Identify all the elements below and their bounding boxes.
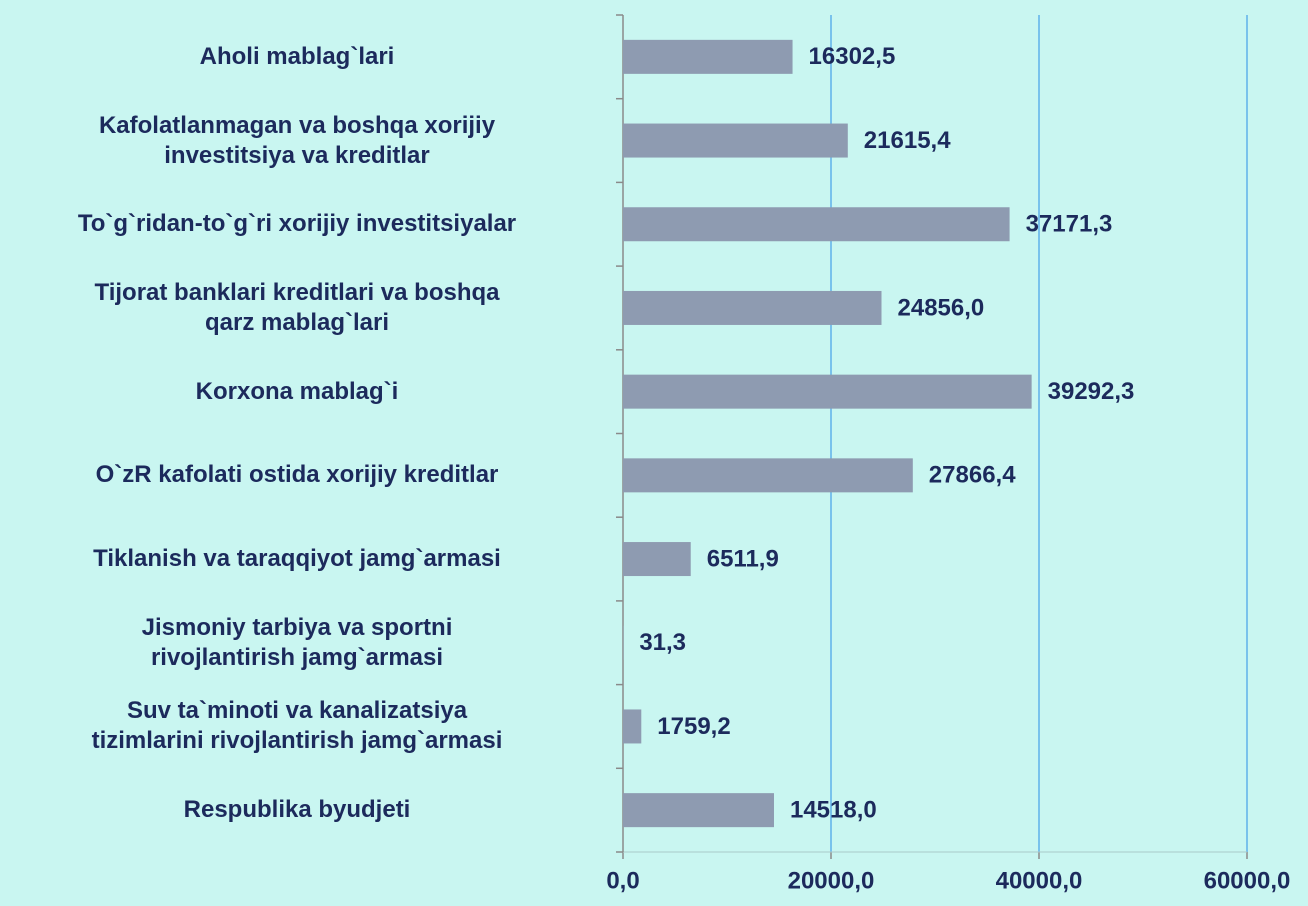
category-label: Tiklanish va taraqqiyot jamg`armasi	[93, 545, 501, 573]
value-label: 14518,0	[790, 796, 877, 823]
bar	[623, 123, 848, 158]
value-label: 37171,3	[1026, 211, 1113, 238]
value-label: 16302,5	[809, 43, 896, 70]
value-label: 39292,3	[1048, 378, 1135, 405]
category-label: Respublika byudjeti	[183, 796, 411, 824]
bar	[623, 542, 691, 577]
value-label: 21615,4	[864, 127, 951, 154]
x-tick-label: 40000,0	[996, 867, 1083, 894]
value-label: 24856,0	[898, 294, 985, 321]
category-label: To`g`ridan-to`g`ri xorijiy investitsiyal…	[77, 210, 517, 238]
bar	[623, 793, 774, 828]
value-label: 27866,4	[929, 462, 1016, 489]
value-label: 1759,2	[657, 713, 730, 740]
bar	[623, 39, 793, 74]
category-label: Aholi mablag`lari	[199, 42, 395, 70]
category-label: Tijorat banklari kreditlari va boshqa qa…	[94, 278, 500, 336]
bar	[623, 290, 882, 325]
bar	[623, 207, 1010, 242]
category-label: Kafolatlanmagan va boshqa xorijiy invest…	[98, 111, 496, 169]
x-tick-label: 20000,0	[788, 867, 875, 894]
x-tick-label: 0,0	[606, 867, 639, 894]
bar	[623, 458, 913, 493]
value-label: 31,3	[639, 629, 686, 656]
category-label: Suv ta`minoti va kanalizatsiya tizimlari…	[91, 697, 503, 755]
value-label: 6511,9	[707, 545, 779, 572]
category-label: Jismoniy tarbiya va sportni rivojlantiri…	[141, 613, 453, 671]
bar	[623, 374, 1032, 409]
category-label: Korxona mablag`i	[195, 377, 399, 405]
x-tick-label: 60000,0	[1204, 867, 1291, 894]
category-label: O`zR kafolati ostida xorijiy kreditlar	[95, 461, 499, 489]
bar	[623, 709, 642, 744]
